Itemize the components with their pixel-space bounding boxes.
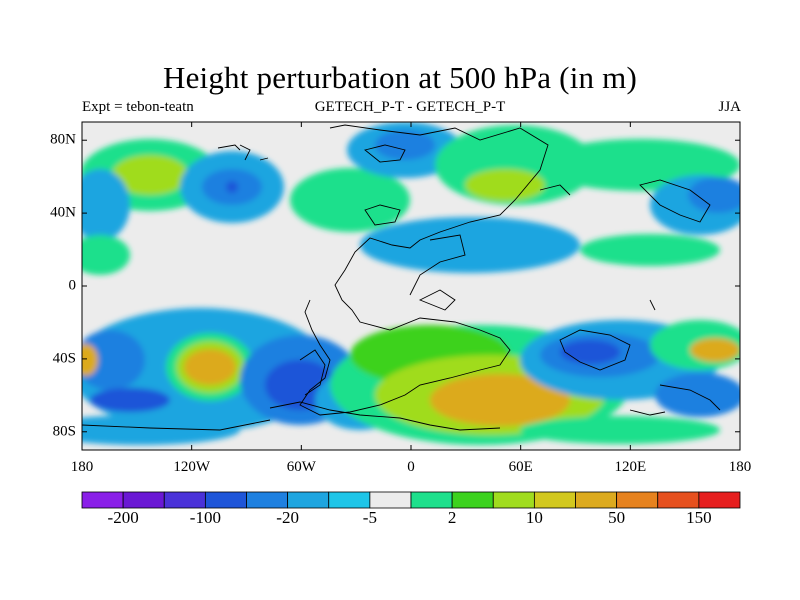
colorbar-swatch [492, 491, 535, 509]
latitude-label: 80N [50, 131, 76, 148]
colorbar-label: 50 [608, 508, 626, 527]
height-perturbation-field [82, 122, 740, 450]
colorbar-swatch [287, 491, 330, 509]
colorbar-swatch [204, 491, 247, 509]
experiment-label: Expt = tebon-teatn [82, 99, 194, 115]
latitude-label: 40S [52, 350, 76, 367]
longitude-label: 180 [70, 459, 94, 475]
axis-ticks [81, 122, 741, 450]
colorbar-label: -20 [276, 508, 299, 527]
colorbar-swatch [410, 491, 453, 509]
colorbar-swatch [698, 491, 741, 509]
colorbar-swatch [246, 491, 289, 509]
longitude-label: 60W [286, 459, 316, 475]
colorbar-swatch [328, 491, 371, 509]
colorbar-label: -5 [362, 508, 377, 527]
colorbar-swatch [533, 491, 576, 509]
colorbar-label: 2 [447, 508, 457, 527]
colorbar-swatch [451, 491, 494, 509]
colorbar-swatch [657, 491, 700, 509]
latitude-label: 40N [50, 204, 76, 221]
longitude-label: 120W [173, 459, 210, 475]
longitude-label: 180 [728, 459, 752, 475]
colorbar-label: -100 [189, 508, 221, 527]
colorbar [81, 491, 741, 509]
map-title: Height perturbation at 500 hPa (in m) [162, 60, 638, 95]
colorbar-label: 150 [686, 508, 712, 527]
colorbar-swatch [575, 491, 618, 509]
colorbar-label: -200 [107, 508, 139, 527]
season-label: JJA [718, 99, 741, 115]
colorbar-swatch [81, 491, 124, 509]
longitude-label: 0 [407, 459, 415, 475]
colorbar-swatch [122, 491, 165, 509]
dataset-label: GETECH_P-T - GETECH_P-T [314, 99, 506, 115]
colorbar-swatch [369, 491, 412, 509]
colorbar-label: 10 [525, 508, 543, 527]
latitude-label: 0 [68, 277, 77, 294]
latitude-label: 80S [52, 423, 76, 440]
coastlines [82, 124, 721, 431]
longitude-label: 60E [508, 459, 533, 475]
longitude-label: 120E [614, 459, 647, 475]
colorbar-swatch [616, 491, 659, 509]
colorbar-swatch [163, 491, 206, 509]
